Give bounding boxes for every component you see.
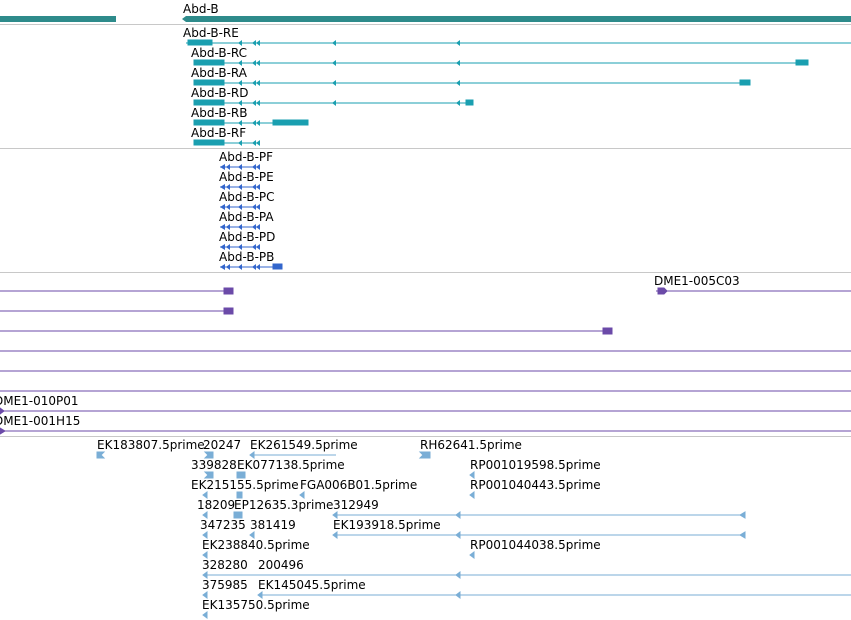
est-label[interactable]: RP001019598.5prime xyxy=(470,458,601,472)
est-label[interactable]: 339828 xyxy=(191,458,237,472)
protein-label[interactable]: Abd-B-PB xyxy=(219,250,275,264)
transcript-label[interactable]: Abd-B-RE xyxy=(183,26,239,40)
protein-arrow-icons xyxy=(220,164,260,270)
track-separator xyxy=(0,272,851,273)
est-label[interactable]: RP001040443.5prime xyxy=(470,478,601,492)
est-label[interactable]: EK145045.5prime xyxy=(258,578,366,592)
track-separator xyxy=(0,436,851,437)
est-label[interactable]: 20247 xyxy=(203,438,242,452)
est-label[interactable]: EK193918.5prime xyxy=(333,518,441,532)
transcript-label[interactable]: Abd-B-RC xyxy=(191,46,248,60)
est-label[interactable]: 312949 xyxy=(333,498,379,512)
est-label[interactable]: 200496 xyxy=(258,558,304,572)
est-label[interactable]: 18209 xyxy=(197,498,236,512)
gene-label[interactable]: Abd-B xyxy=(183,2,219,16)
clone-features xyxy=(0,287,851,435)
est-label[interactable]: EK135750.5prime xyxy=(202,598,310,612)
track-separator xyxy=(0,148,851,149)
est-label[interactable]: 381419 xyxy=(250,518,296,532)
transcript-label[interactable]: Abd-B-RA xyxy=(191,66,247,80)
clone-label[interactable]: DME1-001H15 xyxy=(0,414,81,428)
transcript-models xyxy=(186,39,851,146)
est-label[interactable]: 347235 xyxy=(200,518,246,532)
est-label[interactable]: EK261549.5prime xyxy=(250,438,358,452)
protein-label[interactable]: Abd-B-PD xyxy=(219,230,276,244)
protein-label[interactable]: Abd-B-PF xyxy=(219,150,274,164)
transcript-label[interactable]: Abd-B-RB xyxy=(191,106,248,120)
protein-label[interactable]: Abd-B-PE xyxy=(219,170,274,184)
est-label[interactable]: FGA006B01.5prime xyxy=(300,478,418,492)
clone-label[interactable]: DME1-005C03 xyxy=(654,274,740,288)
track-separator xyxy=(0,24,851,25)
est-label[interactable]: EP12635.3prime xyxy=(234,498,334,512)
intron-arrow-icons xyxy=(238,40,460,146)
est-label[interactable]: EK077138.5prime xyxy=(237,458,345,472)
est-label[interactable]: RP001044038.5prime xyxy=(470,538,601,552)
est-label[interactable]: 375985 xyxy=(202,578,248,592)
est-label[interactable]: EK238840.5prime xyxy=(202,538,310,552)
protein-label[interactable]: Abd-B-PA xyxy=(219,210,274,224)
gene-block[interactable] xyxy=(182,16,851,22)
gene-block[interactable] xyxy=(0,16,116,22)
est-features xyxy=(96,451,851,619)
protein-label[interactable]: Abd-B-PC xyxy=(219,190,275,204)
clone-label[interactable]: DME1-010P01 xyxy=(0,394,79,408)
transcript-label[interactable]: Abd-B-RF xyxy=(191,126,247,140)
est-label[interactable]: RH62641.5prime xyxy=(420,438,522,452)
est-label[interactable]: EK183807.5prime xyxy=(97,438,205,452)
protein-models xyxy=(220,166,283,270)
est-label[interactable]: 328280 xyxy=(202,558,248,572)
transcript-label[interactable]: Abd-B-RD xyxy=(191,86,249,100)
est-label[interactable]: EK215155.5prime xyxy=(191,478,299,492)
